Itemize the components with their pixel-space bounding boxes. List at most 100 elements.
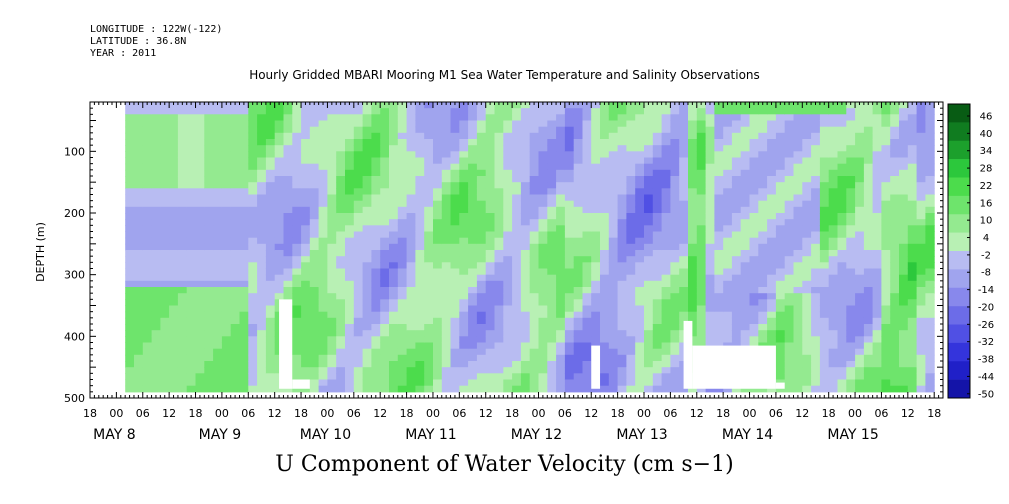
- heatmap-cell: [450, 231, 460, 239]
- heatmap-cell: [318, 126, 328, 134]
- heatmap-cell: [916, 151, 926, 158]
- heatmap-cell: [415, 287, 425, 294]
- heatmap-cell: [415, 139, 425, 146]
- heatmap-cell: [626, 194, 636, 202]
- heatmap-cell: [512, 132, 522, 140]
- heatmap-cell: [731, 243, 742, 251]
- heatmap-cell: [397, 163, 408, 171]
- heatmap-cell: [775, 182, 786, 189]
- heatmap-cell: [503, 126, 513, 134]
- heatmap-cell: [221, 268, 232, 276]
- heatmap-cell: [485, 120, 495, 128]
- heatmap-cell: [907, 342, 918, 350]
- heatmap-cell: [881, 367, 891, 374]
- heatmap-cell: [714, 243, 724, 251]
- heatmap-cell: [459, 280, 469, 288]
- heatmap-cell: [626, 324, 636, 331]
- heatmap-cell: [433, 373, 443, 380]
- heatmap-cell: [125, 102, 135, 109]
- heatmap-cell: [608, 145, 619, 152]
- heatmap-cell: [336, 114, 346, 121]
- heatmap-cell: [652, 151, 663, 158]
- heatmap-cell: [345, 256, 355, 263]
- heatmap-cell: [380, 354, 390, 362]
- heatmap-cell: [679, 200, 689, 208]
- heatmap-cell: [556, 243, 566, 251]
- heatmap-cell: [907, 231, 918, 239]
- heatmap-cell: [221, 132, 232, 140]
- heatmap-cell: [573, 379, 583, 387]
- heatmap-cell: [345, 367, 355, 374]
- heatmap-cell: [265, 237, 276, 245]
- heatmap-cell: [582, 145, 592, 152]
- heatmap-cell: [652, 188, 663, 195]
- heatmap-cell: [160, 114, 170, 121]
- heatmap-cell: [353, 176, 364, 183]
- heatmap-cell: [494, 206, 504, 214]
- heatmap-cell: [811, 367, 821, 374]
- heatmap-cell: [186, 151, 196, 158]
- heatmap-cell: [828, 132, 838, 140]
- heatmap-cell: [767, 256, 777, 263]
- heatmap-cell: [899, 169, 909, 177]
- heatmap-cell: [274, 287, 284, 294]
- heatmap-cell: [916, 274, 926, 282]
- heatmap-cell: [125, 354, 135, 362]
- heatmap-cell: [723, 157, 733, 165]
- heatmap-cell: [125, 237, 135, 245]
- heatmap-cell: [345, 120, 355, 128]
- heatmap-cell: [679, 280, 689, 288]
- heatmap-cell: [670, 120, 680, 128]
- heatmap-cell: [380, 102, 390, 109]
- heatmap-cell: [327, 126, 337, 134]
- heatmap-cell: [846, 274, 856, 282]
- heatmap-cell: [811, 102, 821, 109]
- heatmap-cell: [125, 139, 135, 146]
- heatmap-cell: [688, 256, 698, 263]
- heatmap-cell: [406, 102, 416, 109]
- heatmap-cell: [169, 287, 179, 294]
- heatmap-cell: [837, 231, 847, 239]
- heatmap-cell: [248, 132, 258, 140]
- heatmap-cell: [582, 243, 592, 251]
- heatmap-cell: [125, 243, 135, 251]
- heatmap-cell: [784, 163, 794, 171]
- heatmap-cell: [433, 182, 443, 189]
- metadata-block: LONGITUDE : 122W(-122) LATITUDE : 36.8N …: [90, 24, 222, 60]
- heatmap-cell: [556, 299, 566, 306]
- heatmap-cell: [802, 225, 812, 232]
- heatmap-cell: [696, 250, 707, 257]
- heatmap-cell: [635, 206, 645, 214]
- heatmap-cell: [389, 188, 399, 195]
- heatmap-cell: [450, 169, 460, 177]
- x-tick-label: 18: [294, 407, 308, 420]
- heatmap-cell: [600, 182, 610, 189]
- heatmap-cell: [855, 225, 865, 232]
- heatmap-cell: [450, 213, 460, 220]
- heatmap-cell: [415, 102, 425, 109]
- heatmap-cell: [160, 330, 170, 337]
- heatmap-cell: [925, 342, 935, 350]
- heatmap-cell: [142, 132, 153, 140]
- heatmap-cell: [828, 354, 838, 362]
- heatmap-cell: [520, 139, 531, 146]
- heatmap-cell: [749, 151, 759, 158]
- heatmap-cell: [529, 157, 539, 165]
- heatmap-cell: [670, 348, 680, 356]
- heatmap-cell: [626, 225, 636, 232]
- heatmap-cell: [837, 194, 847, 202]
- heatmap-cell: [283, 102, 293, 109]
- heatmap-cell: [301, 102, 311, 109]
- heatmap-cell: [450, 182, 460, 189]
- heatmap-cell: [230, 231, 240, 239]
- heatmap-cell: [406, 287, 416, 294]
- heatmap-cell: [520, 274, 531, 282]
- heatmap-cell: [529, 317, 539, 325]
- heatmap-cell: [459, 330, 469, 337]
- heatmap-cell: [265, 102, 276, 109]
- heatmap-cell: [257, 256, 267, 263]
- heatmap-cell: [213, 126, 223, 134]
- heatmap-cell: [512, 256, 522, 263]
- heatmap-cell: [723, 194, 733, 202]
- heatmap-cell: [819, 336, 830, 343]
